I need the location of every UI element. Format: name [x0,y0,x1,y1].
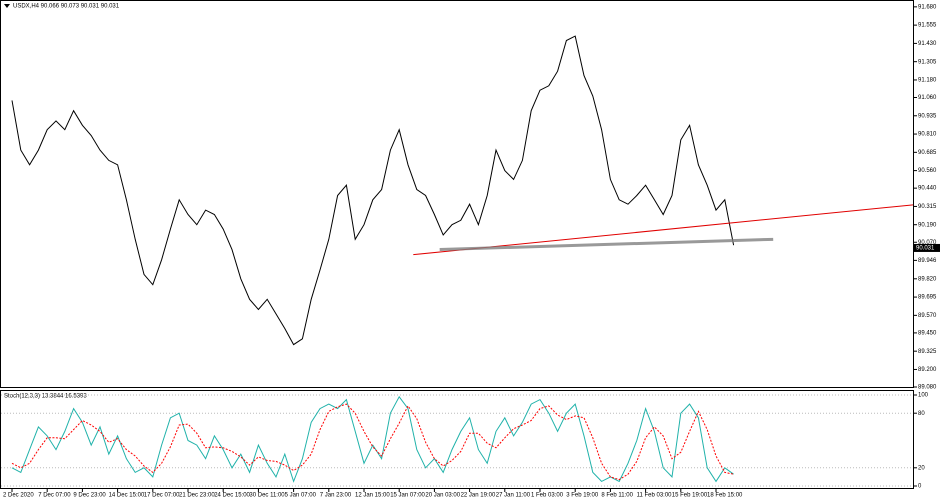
y-tick-label: 91.555 [918,23,937,29]
y-tick-label: 89.325 [918,349,937,355]
y-tick-label: 90.935 [918,113,937,119]
y-tick-label: 100 [918,393,929,399]
price-panel [0,0,914,388]
y-tick-label: 0 [918,484,922,490]
x-tick-label: 11 Feb 03:00 [637,493,673,499]
stoch-title: Stoch(12,3,3) 13.3844 16.5393 [4,394,87,400]
x-tick-label: 20 Jan 03:00 [425,493,460,499]
series-line [11,395,734,483]
x-tick-label: 15 Feb 19:00 [672,493,708,499]
x-tick-label: 9 Dec 23:00 [73,493,106,499]
y-tick-label: 91.305 [918,59,937,65]
y-tick-label: 89.200 [918,367,937,373]
x-tick-label: 8 Feb 11:00 [601,493,633,499]
y-tick-label: 90.685 [918,150,937,156]
series-line [11,403,734,481]
x-tick-label: 27 Jan 11:00 [496,493,531,499]
x-tick-label: 7 Jan 23:00 [320,493,352,499]
x-tick-label: 22 Jan 19:00 [461,493,496,499]
y-tick-label: 90.810 [918,132,937,138]
x-tick-label: 12 Jan 15:00 [355,493,390,499]
x-tick-label: 30 Dec 11:00 [249,493,285,499]
y-tick-label: 90.560 [918,168,937,174]
x-tick-label: 17 Dec 07:00 [144,493,180,499]
y-tick-label: 89.820 [918,276,937,282]
x-tick-label: 15 Jan 07:00 [390,493,425,499]
y-tick-label: 91.430 [918,41,937,47]
x-tick-label: 7 Dec 07:00 [38,493,71,499]
y-tick-label: 90.070 [918,240,937,246]
x-tick-label: 5 Jan 07:00 [285,493,317,499]
y-tick-label: 89.450 [918,330,937,336]
x-tick-label: 24 Dec 15:00 [214,493,250,499]
y-tick-label: 80 [918,411,925,417]
y-tick-label: 91.180 [918,78,937,84]
x-tick-label: 3 Feb 19:00 [566,493,599,499]
last-price-label: 90.031 [916,246,935,252]
trendline [439,237,774,252]
y-tick-label: 91.060 [918,95,937,101]
y-tick-label: 89.695 [918,295,937,301]
series-line [11,35,735,346]
y-tick-label: 89.946 [918,258,937,264]
price-title: USDX,H4 90.066 90.073 90.031 90.031 [13,4,120,10]
y-tick-label: 90.315 [918,204,937,210]
x-tick-label: 14 Dec 15:00 [109,493,145,499]
y-tick-label: 89.570 [918,313,937,319]
x-tick-label: 21 Dec 23:00 [179,493,215,499]
y-tick-label: 89.080 [918,385,937,391]
y-tick-label: 20 [918,465,925,471]
y-tick-label: 90.440 [918,186,937,192]
y-tick-label: 91.680 [918,4,937,10]
x-tick-label: 18 Feb 15:00 [707,493,743,499]
last-price-box [914,243,940,252]
x-tick-label: 2 Dec 2020 [3,493,34,499]
menu-arrow [4,4,10,8]
x-tick-label: 1 Feb 03:00 [531,493,564,499]
y-tick-label: 90.190 [918,222,937,228]
